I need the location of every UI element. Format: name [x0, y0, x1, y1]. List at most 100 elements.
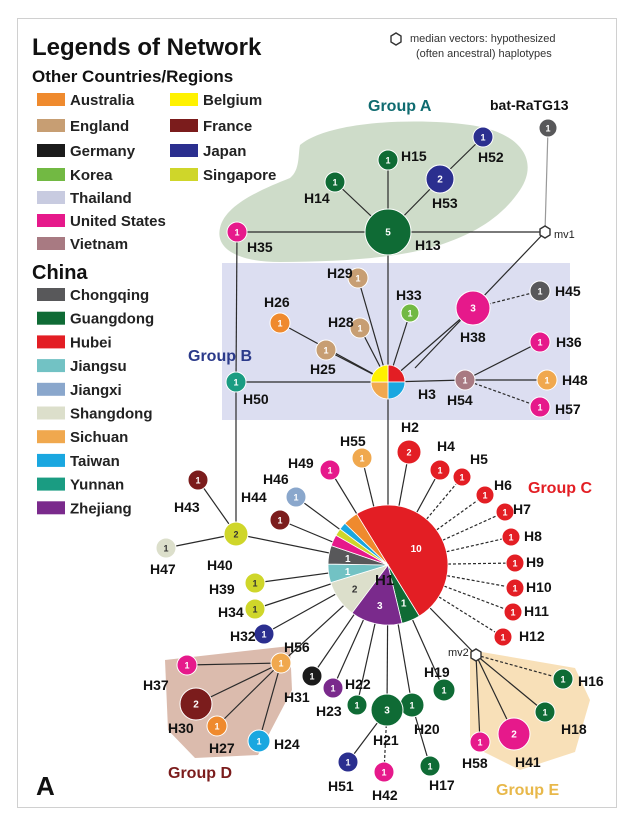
node-h2-count: 2 [406, 448, 411, 458]
node-h44-label: H44 [241, 489, 267, 505]
node-h7: 1 H7 [495, 501, 531, 522]
node-h23: 1 H23 [316, 677, 344, 719]
node-h34-count: 1 [252, 605, 257, 615]
node-h19-circle [432, 678, 456, 702]
node-h41-label: H41 [515, 754, 541, 770]
node-h32-count: 1 [261, 630, 266, 640]
node-h45: 1 H45 [529, 280, 581, 302]
node-h24-label: H24 [274, 736, 300, 752]
node-h40-count: 2 [233, 530, 238, 540]
node-h33-count: 1 [407, 309, 412, 319]
legend: Legends of Network Other Countries/Regio… [32, 34, 276, 517]
node-h4-label: H4 [437, 438, 455, 454]
legend-label-thailand: Thailand [70, 190, 132, 207]
node-h45-count: 1 [537, 287, 542, 297]
node-h13-label: H13 [415, 237, 441, 253]
node-h5-count: 1 [459, 473, 464, 483]
node-h17-label: H17 [429, 777, 455, 793]
node-h7-label: H7 [513, 501, 531, 517]
node-h28-count: 1 [357, 324, 362, 334]
legend-label-jiangsu: Jiangsu [70, 358, 127, 375]
node-h7-count: 1 [502, 508, 507, 518]
node-h41: 2 H41 [497, 717, 541, 770]
node-h24-count: 1 [256, 737, 261, 747]
node-h24-circle [247, 729, 271, 753]
node-h13-circle [364, 208, 412, 256]
node-h51-circle [337, 751, 359, 773]
node-h41-count: 2 [511, 730, 517, 741]
h1-slice-count-hubei: 10 [411, 544, 423, 555]
node-h8-circle [501, 527, 521, 547]
h1-slice-hubei [356, 504, 449, 617]
legend-title: Legends of Network [32, 34, 262, 61]
node-h6: 1 H6 [475, 477, 512, 505]
node-h38: 3 H38 [455, 290, 491, 345]
group-b-label: Group B [188, 348, 252, 365]
legend-swatch-taiwan [37, 453, 65, 467]
node-h29-count: 1 [355, 274, 360, 284]
h1-slice-australia [344, 513, 389, 566]
legend-swatch-jiangxi [37, 382, 65, 396]
node-h27-circle [206, 715, 228, 737]
node-h39: 1 H39 [209, 572, 266, 597]
node-h43-count: 1 [195, 476, 200, 486]
node-h24: 1 H24 [247, 729, 300, 753]
node-h8-label: H8 [524, 528, 542, 544]
legend-label-zhejiang: Zhejiang [70, 500, 132, 517]
node-h58-count: 1 [477, 738, 482, 748]
node-h32-circle [253, 623, 275, 645]
median-vector-legend: median vectors: hypothesized (often ance… [390, 32, 556, 60]
legend-swatch-united-states [37, 214, 65, 227]
node-h46-label: H46 [263, 471, 289, 487]
node-h31-circle [301, 665, 323, 687]
legend-swatch-england [37, 119, 65, 132]
node-h14-label: H14 [304, 190, 330, 206]
node-h15-count: 1 [385, 156, 390, 166]
node-h33-circle [400, 303, 420, 323]
node-h16-label: H16 [578, 673, 604, 689]
node-h46-circle [285, 486, 307, 508]
node-h5: 1 H5 [452, 451, 488, 487]
node-h28-circle [349, 317, 371, 339]
node-h14-count: 1 [332, 178, 337, 188]
legend-swatch-singapore [170, 168, 198, 181]
node-h23-count: 1 [330, 684, 335, 694]
node-h23-label: H23 [316, 703, 342, 719]
node-h13: 5 H13 [364, 208, 441, 256]
h1-slice-zhejiang [351, 564, 403, 626]
legend-swatch-chongqing [37, 288, 65, 301]
node-h11-label: H11 [524, 603, 549, 619]
mv1-node [539, 225, 551, 239]
legend-swatch-sichuan [37, 430, 65, 444]
legend-label-korea: Korea [70, 167, 113, 184]
node-h9-label: H9 [526, 554, 544, 570]
legend-label-jiangxi: Jiangxi [70, 382, 122, 399]
legend-swatch-zhejiang [37, 501, 65, 515]
group-a-area [219, 121, 528, 262]
legend-swatch-yunnan [37, 477, 65, 491]
node-h25: 1 H25 [310, 339, 337, 377]
node-h25-count: 1 [323, 346, 328, 356]
node-h57-label: H57 [555, 401, 581, 417]
node-h40: 2 H40 [207, 521, 249, 573]
node-h35-circle [226, 221, 248, 243]
node-h4: 1 H4 [429, 438, 455, 481]
node-h15-label: H15 [401, 148, 427, 164]
legend-china-heading: China [32, 262, 88, 284]
node-h18: 1 H18 [534, 701, 587, 737]
node-h26: 1 H26 [264, 294, 291, 334]
node-h48-count: 1 [544, 376, 549, 386]
node-h32-label: H32 [230, 628, 256, 644]
node-h55: 1 H55 [340, 433, 373, 469]
node-h52-count: 1 [480, 133, 485, 143]
node-h8-count: 1 [508, 533, 513, 543]
node-h37-count: 1 [184, 661, 189, 671]
legend-label-vietnam: Vietnam [70, 236, 128, 253]
node-h4-count: 1 [437, 466, 442, 476]
h1-slice-count-zhejiang: 3 [377, 601, 383, 612]
group-e-area [470, 650, 590, 770]
node-h11-count: 1 [510, 608, 515, 618]
node-h27-count: 1 [214, 722, 219, 732]
panel-label: A [36, 771, 55, 801]
